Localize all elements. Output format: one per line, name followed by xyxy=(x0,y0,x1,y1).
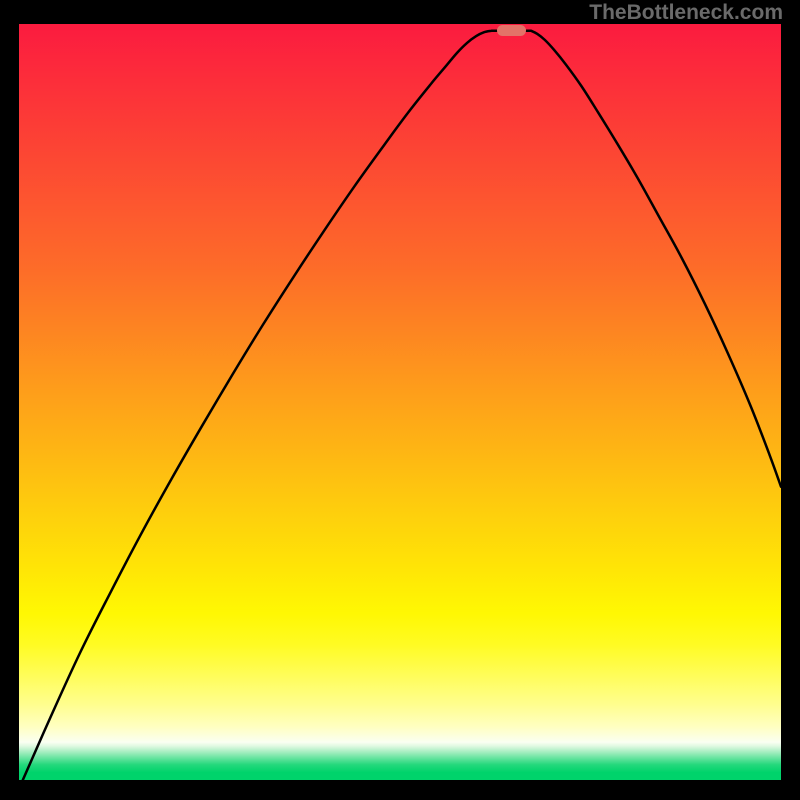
watermark-text: TheBottleneck.com xyxy=(589,1,783,25)
bottleneck-curve xyxy=(19,24,781,780)
chart-container: TheBottleneck.com xyxy=(0,0,800,800)
plot-area xyxy=(19,24,781,780)
optimal-marker xyxy=(497,25,526,36)
